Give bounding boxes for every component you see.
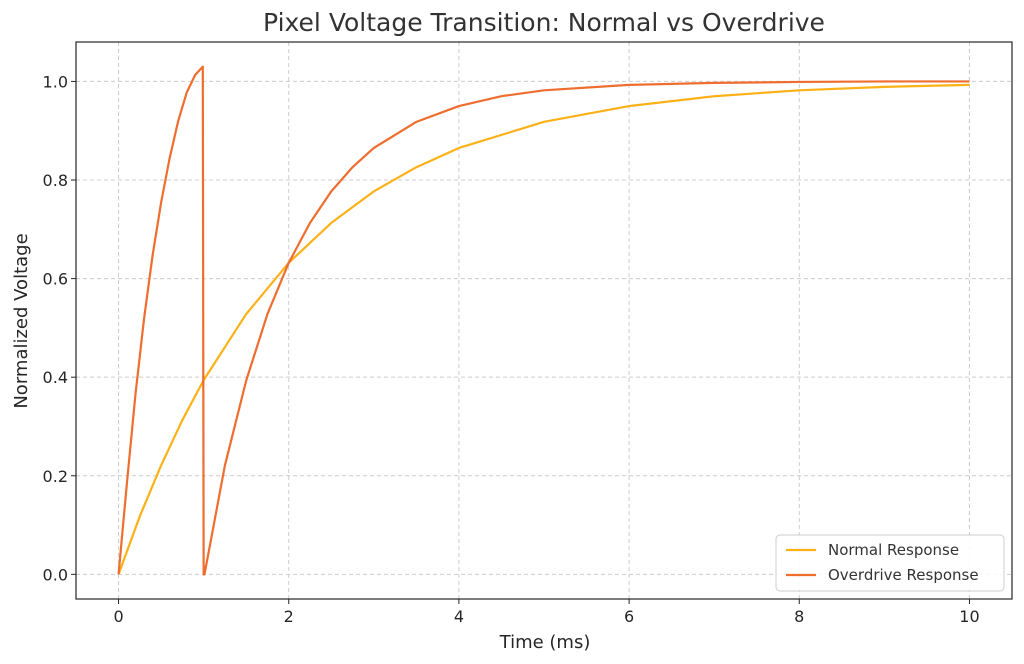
y-tick-label: 0.8 [43, 171, 68, 190]
series-line-overdrive [117, 65, 970, 576]
series-line-normal [117, 83, 970, 575]
x-axis-label: Time (ms) [499, 632, 591, 653]
y-tick-label: 0.4 [43, 368, 68, 387]
chart-title: Pixel Voltage Transition: Normal vs Over… [263, 8, 825, 37]
y-tick-label: 1.0 [43, 72, 68, 91]
series-group [117, 65, 970, 576]
y-tick-label: 0.2 [43, 467, 68, 486]
x-tick-label: 0 [113, 607, 123, 626]
ticks: 0 2 4 6 8 10 0.0 0.2 0.4 0.6 0.8 1.0 [43, 72, 980, 626]
y-tick-label: 0.6 [43, 270, 68, 289]
x-tick-label: 2 [284, 607, 294, 626]
x-tick-label: 4 [454, 607, 464, 626]
x-tick-label: 10 [959, 607, 979, 626]
x-tick-label: 8 [794, 607, 804, 626]
y-tick-label: 0.0 [43, 565, 68, 584]
plot-frame [75, 41, 1013, 600]
x-tick-label: 6 [624, 607, 634, 626]
legend-entry: Normal Response [828, 541, 959, 559]
legend-box [775, 534, 1005, 592]
y-axis-label: Normalized Voltage [11, 233, 32, 408]
legend: Normal Response Overdrive Response [775, 534, 1005, 592]
legend-entry: Overdrive Response [828, 566, 979, 584]
